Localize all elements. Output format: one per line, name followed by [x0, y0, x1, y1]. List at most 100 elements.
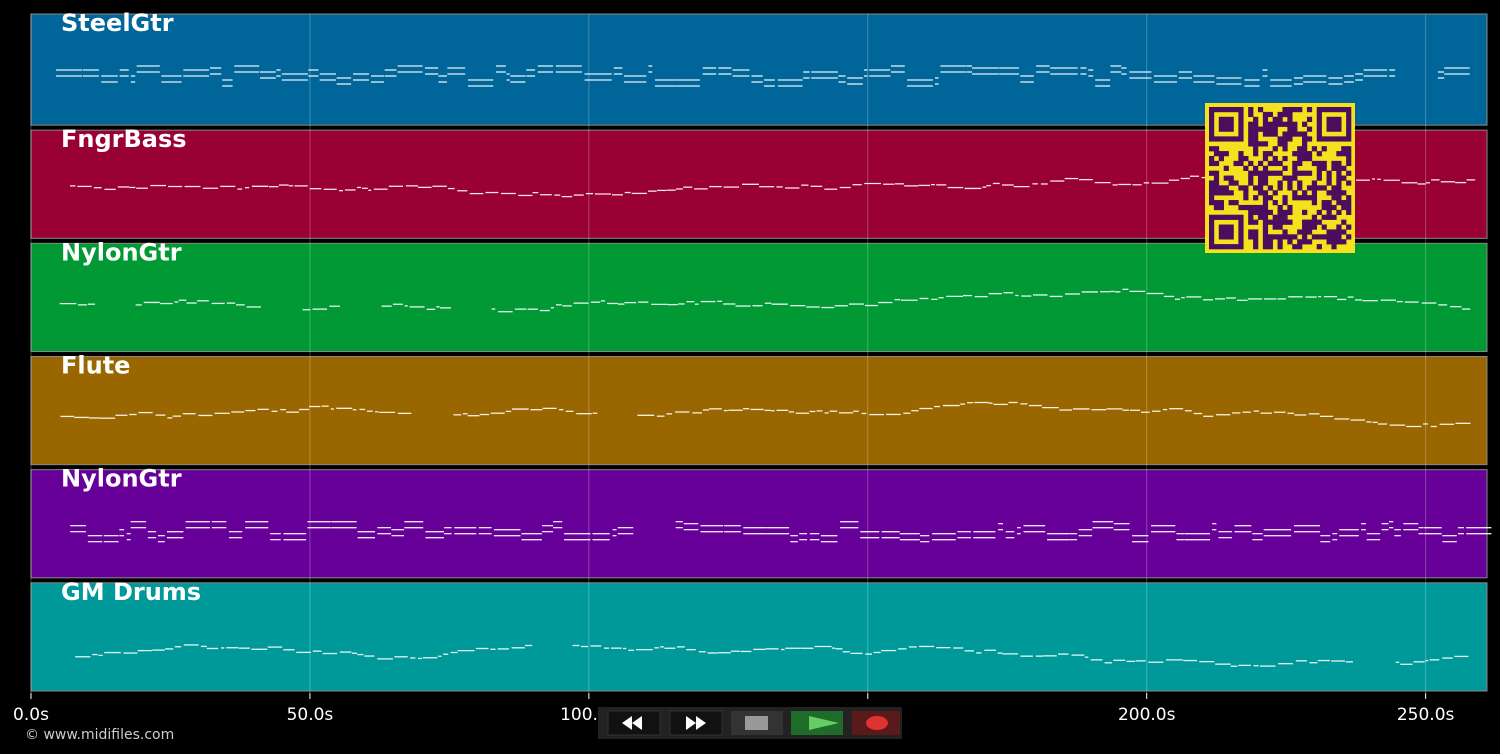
qr-cell [1287, 175, 1293, 181]
track-lane [30, 242, 1488, 352]
track-name: SteelGtr [61, 9, 174, 37]
qr-cell [1321, 204, 1327, 211]
qr-cell [1223, 234, 1229, 240]
qr-cell [1272, 219, 1278, 225]
qr-cell [1257, 107, 1264, 113]
qr-cell [1277, 224, 1283, 230]
qr-cell [1336, 234, 1342, 240]
qr-cell [1267, 244, 1273, 250]
qr-cell [1282, 234, 1288, 240]
qr-cell [1218, 116, 1224, 122]
qr-cell [1213, 146, 1220, 152]
qr-cell [1331, 185, 1337, 191]
qr-cell [1228, 214, 1234, 220]
qr-cell [1228, 107, 1234, 113]
qr-cell [1238, 136, 1244, 142]
qr-cell [1248, 214, 1254, 220]
qr-cell [1316, 209, 1322, 216]
qr-cell [1223, 121, 1229, 127]
qr-cell [1262, 200, 1269, 206]
qr-cell [1321, 234, 1327, 240]
qr-cell [1282, 155, 1288, 162]
qr-cell [1287, 116, 1293, 122]
qr-cell [1253, 136, 1259, 142]
track-name: GM Drums [61, 578, 201, 606]
qr-cell [1248, 131, 1254, 137]
qr-cell [1209, 234, 1215, 240]
rewind-button[interactable] [607, 710, 661, 736]
qr-cell [1253, 126, 1259, 132]
qr-cell [1316, 121, 1322, 127]
x-tick-label: 250.0s [1397, 705, 1455, 725]
qr-cell [1223, 244, 1229, 250]
qr-cell [1238, 219, 1244, 225]
qr-cell [1316, 131, 1322, 137]
qr-cell [1257, 204, 1264, 211]
qr-cell [1316, 219, 1322, 225]
qr-cell [1336, 224, 1342, 230]
forward-button[interactable] [669, 710, 723, 736]
qr-cell [1311, 200, 1318, 206]
qr-cell [1341, 190, 1347, 196]
qr-cell [1277, 209, 1283, 216]
qr-cell [1218, 155, 1224, 162]
qr-cell [1326, 229, 1332, 235]
qr-cell [1262, 116, 1269, 122]
qr-cell [1331, 165, 1337, 171]
qr-cell [1282, 195, 1288, 201]
qr-cell [1302, 141, 1308, 147]
qr-cell [1223, 229, 1229, 235]
qr-cell [1253, 116, 1259, 122]
qr-cell [1209, 219, 1215, 225]
qr-cell [1277, 185, 1283, 191]
qr-cell [1213, 151, 1220, 157]
qr-cell [1209, 190, 1215, 196]
qr-cell [1209, 126, 1215, 132]
qr-cell [1238, 234, 1244, 240]
qr-cell [1282, 121, 1288, 127]
qr-cell [1326, 170, 1332, 176]
qr-cell [1336, 116, 1342, 122]
qr-cell [1321, 214, 1327, 220]
qr-cell [1287, 180, 1293, 186]
qr-cell [1248, 160, 1254, 167]
track-lane [30, 582, 1488, 692]
qr-cell [1223, 224, 1229, 230]
qr-cell [1262, 111, 1269, 118]
qr-cell [1213, 160, 1220, 167]
qr-cell [1316, 136, 1322, 142]
qr-cell [1209, 146, 1215, 152]
qr-cell [1336, 165, 1342, 171]
qr-cell [1262, 165, 1269, 171]
qr-cell [1257, 170, 1264, 176]
qr-cell [1346, 155, 1352, 162]
qr-cell [1209, 116, 1215, 122]
qr-cell [1209, 160, 1215, 167]
qr-cell [1302, 151, 1308, 157]
qr-cell [1311, 224, 1318, 230]
qr-cell [1253, 121, 1259, 127]
stop-button[interactable] [731, 711, 783, 735]
qr-cell [1213, 107, 1220, 113]
qr-cell [1248, 219, 1254, 225]
qr-cell [1262, 229, 1269, 235]
qr-cell [1262, 180, 1269, 186]
qr-cell [1331, 126, 1337, 132]
qr-cell [1302, 170, 1308, 176]
qr-cell [1331, 244, 1337, 250]
qr-cell [1223, 175, 1229, 181]
qr-cell [1321, 200, 1327, 206]
qr-cell [1302, 239, 1308, 245]
qr-cell [1287, 185, 1293, 191]
qr-cell [1262, 190, 1269, 196]
qr-cell [1262, 204, 1269, 211]
qr-cell [1292, 165, 1298, 171]
qr-cell [1262, 141, 1269, 147]
qr-cell [1292, 126, 1298, 132]
qr-cell [1262, 155, 1269, 162]
tracks: SteelGtr FngrBass NylonGtr Flute NylonGtr GM … [30, 9, 1492, 692]
record-button[interactable] [852, 711, 900, 735]
qr-cell [1277, 234, 1283, 240]
qr-cell [1326, 136, 1332, 142]
play-button[interactable] [791, 711, 843, 735]
